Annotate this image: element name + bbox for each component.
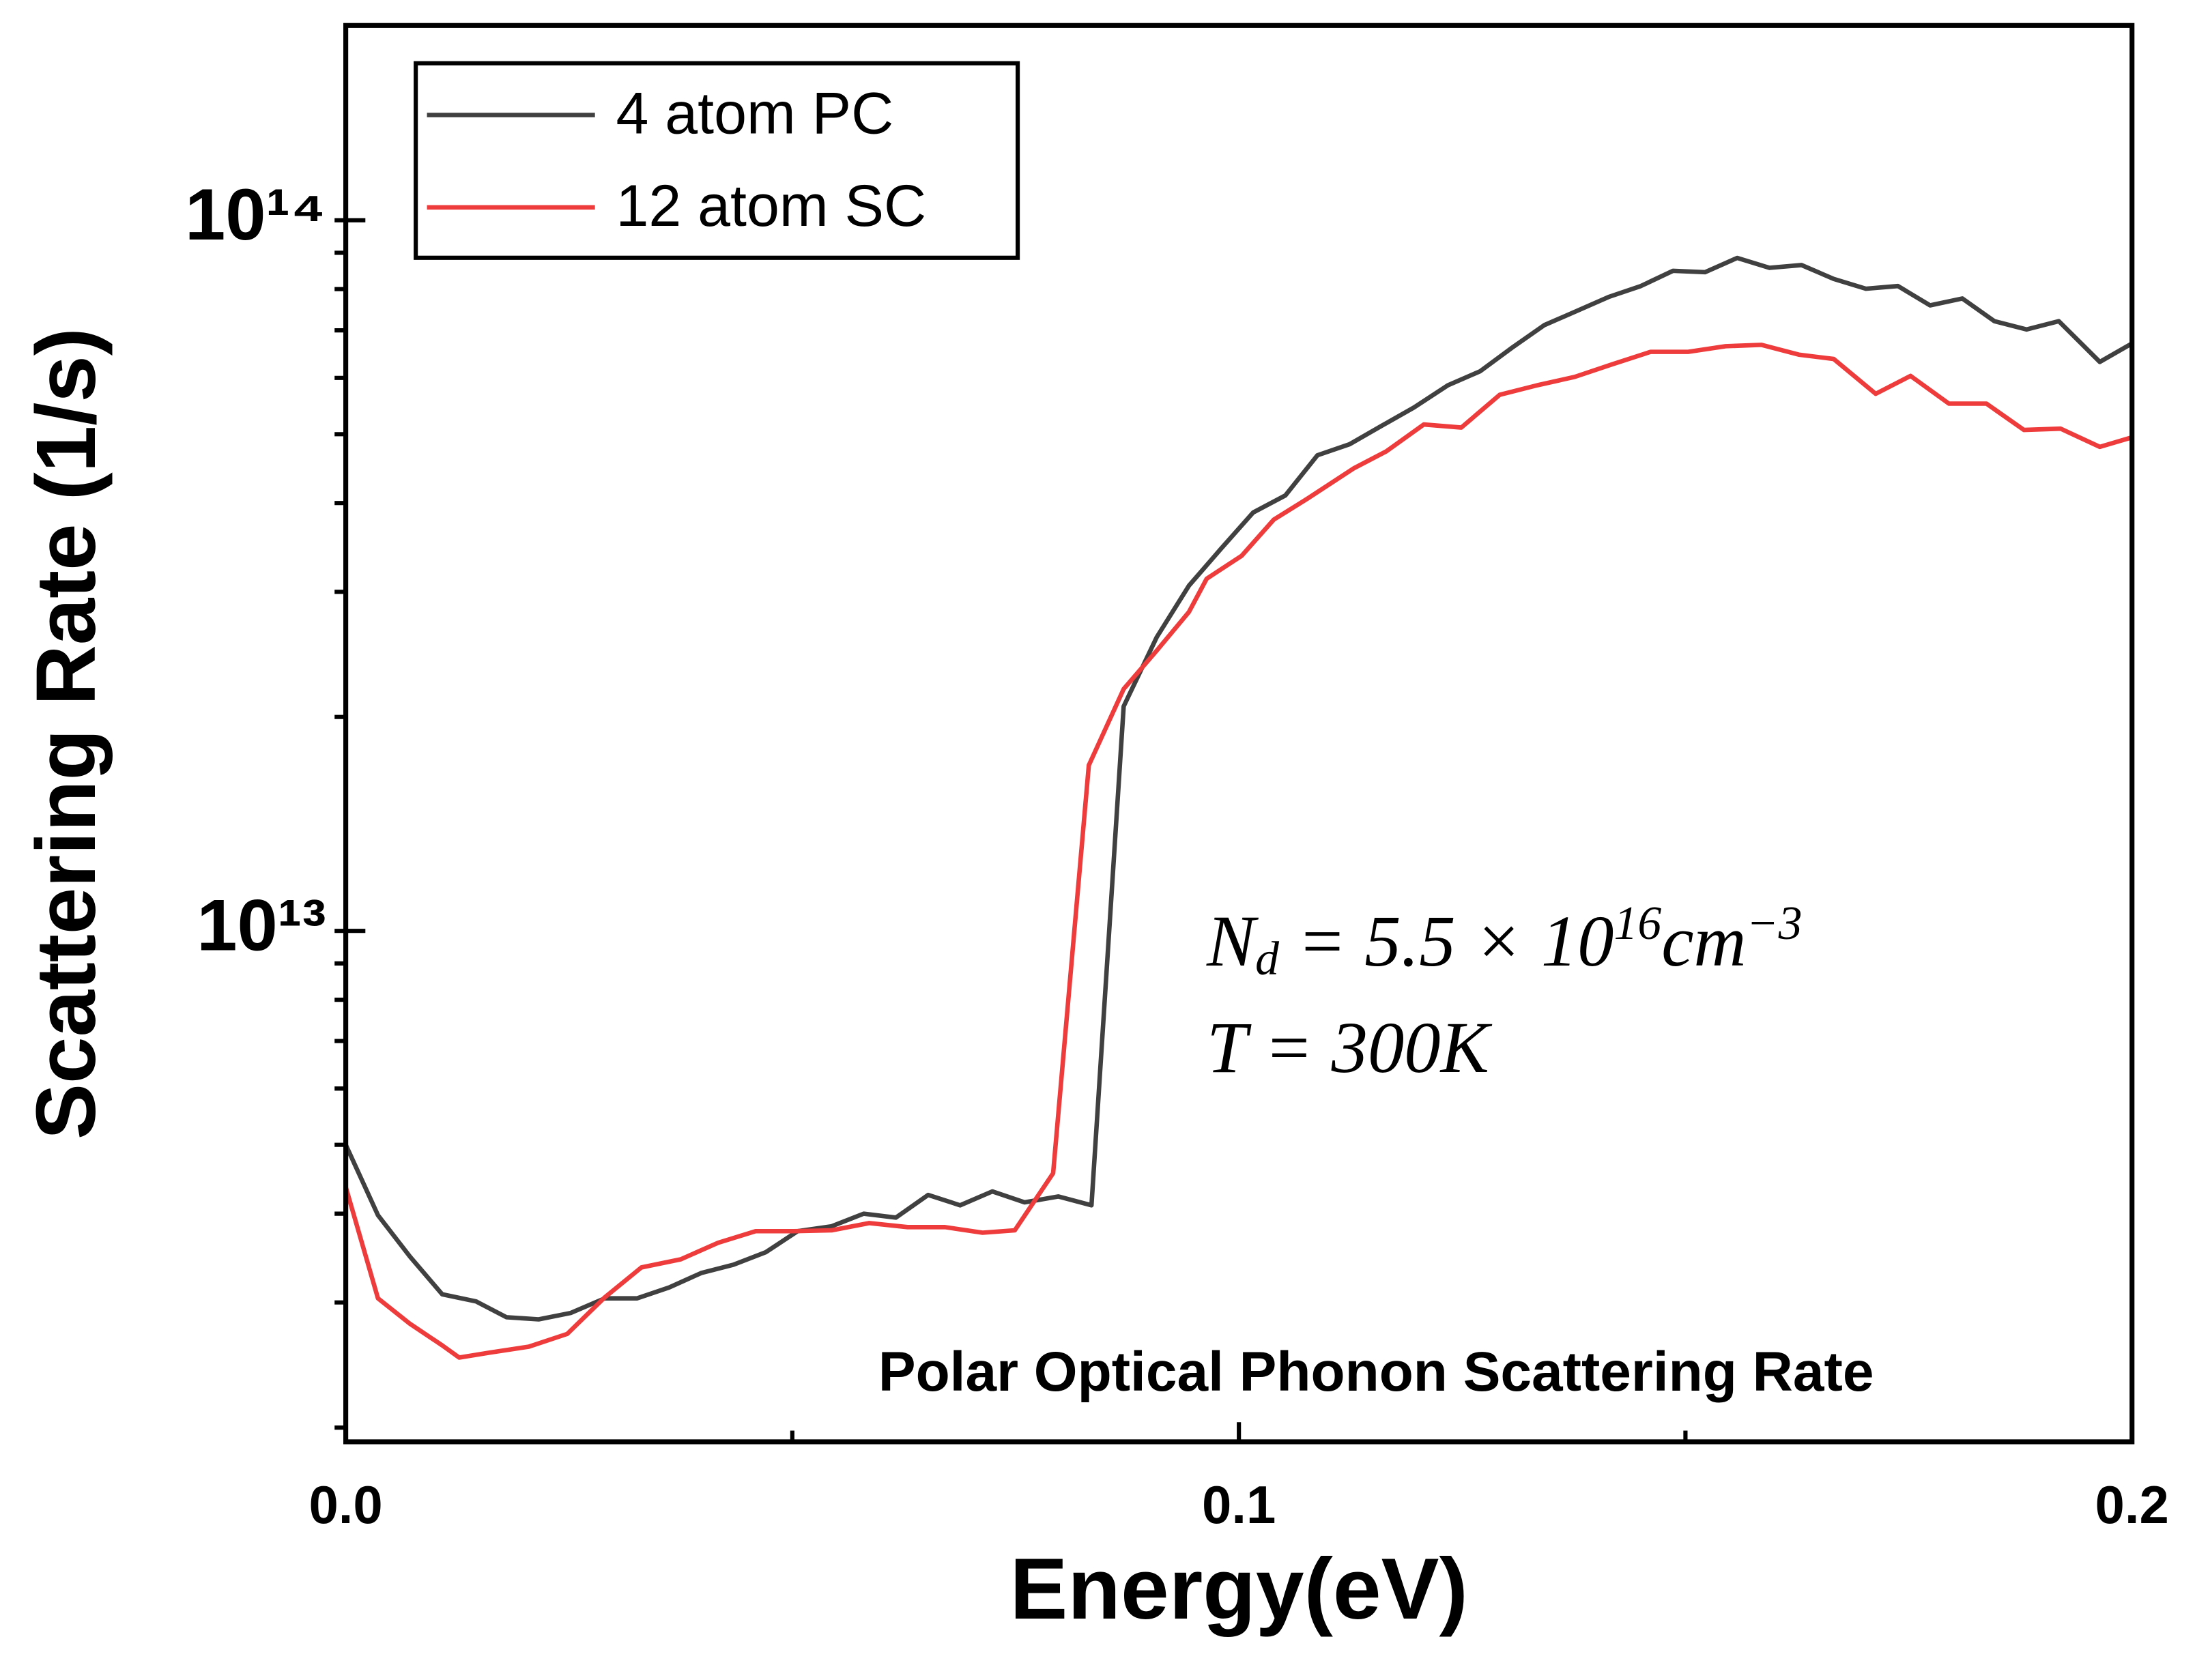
x-tick-label: 0.0 (309, 1475, 382, 1535)
annotation-part: T = 300K (1207, 1008, 1493, 1088)
annotation-part: d (1255, 933, 1280, 985)
annotation: T = 300K (1207, 1008, 1493, 1088)
x-tick-label: 0.2 (2095, 1475, 2169, 1535)
chart-title: Polar Optical Phonon Scattering Rate (878, 1341, 1874, 1403)
x-tick-label: 0.1 (1202, 1475, 1276, 1535)
annotation-part: −3 (1747, 897, 1803, 949)
legend-label: 12 atom SC (616, 173, 926, 239)
y-tick-label: 10¹³ (197, 884, 326, 966)
plot-frame (343, 23, 2135, 1445)
annotation-part: 16 (1613, 897, 1661, 949)
annotation-part: = 5.5 × 10 (1279, 901, 1614, 982)
data-line (343, 255, 2134, 1322)
annotation: Nd = 5.5 × 1016cm−3 (1206, 897, 1803, 985)
x-axis-label: Energy(eV) (1010, 1540, 1468, 1637)
y-tick-label: 10¹⁴ (185, 173, 326, 255)
legend-box (414, 61, 1020, 260)
y-axis-label: Scattering Rate (1/s) (20, 328, 113, 1140)
annotation-part: N (1206, 901, 1259, 982)
legend-label: 4 atom PC (616, 81, 893, 146)
data-line (343, 343, 2133, 1360)
annotation-part: cm (1661, 901, 1746, 982)
